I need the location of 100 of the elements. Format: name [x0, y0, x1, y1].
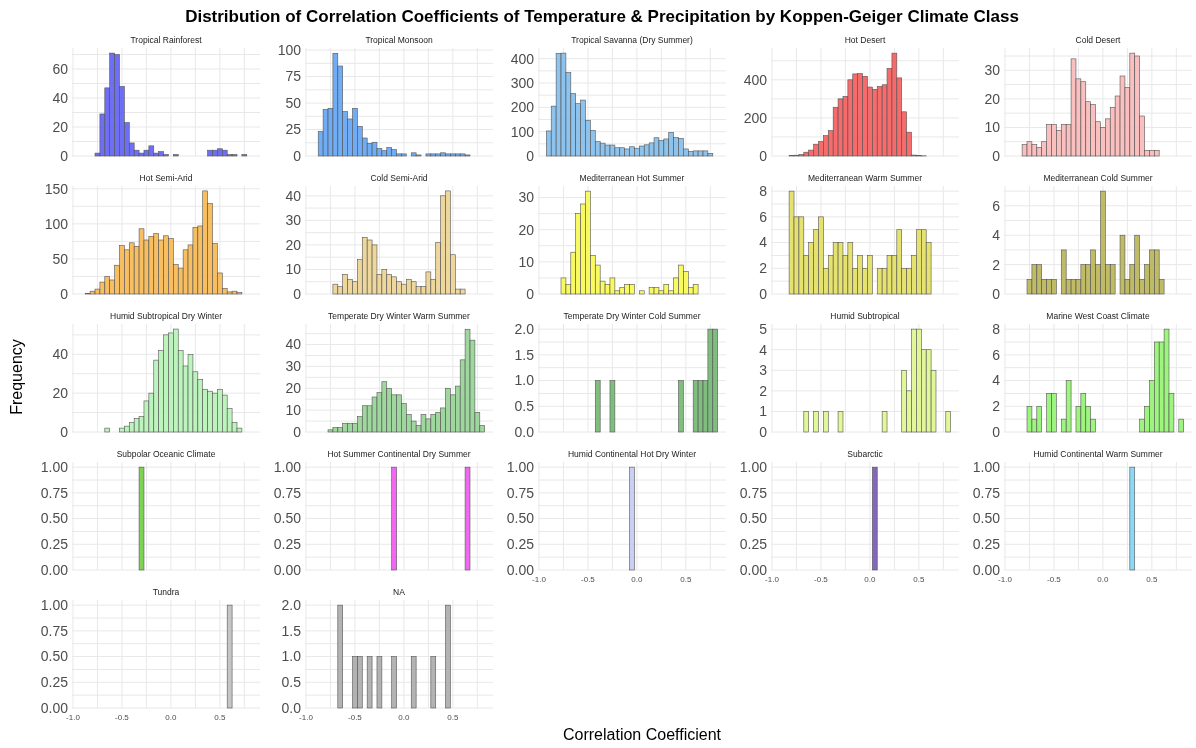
y-tick-label: 200	[510, 99, 535, 116]
y-tick-label: 5	[759, 321, 768, 338]
y-tick-label: 100	[44, 215, 69, 232]
y-tick-label: 20	[52, 385, 69, 402]
y-tick-label: 1.5	[514, 346, 535, 363]
y-tick-label: 0.25	[273, 536, 302, 553]
chart-title: Mediterranean Cold Summer	[1043, 173, 1153, 183]
y-tick-label: 0.75	[273, 484, 302, 501]
y-tick-label: 0	[526, 147, 535, 164]
y-tick-label: 150	[44, 180, 69, 197]
y-tick-label: 50	[285, 94, 302, 111]
x-tick-label: -0.5	[814, 575, 829, 584]
y-tick-label: 1.00	[506, 459, 535, 476]
chart-title: Tropical Rainforest	[130, 35, 203, 45]
y-tick-label: 40	[52, 346, 69, 363]
y-tick-label: 10	[984, 119, 1001, 136]
chart-title: NA	[393, 587, 406, 597]
chart-title: Tropical Monsoon	[365, 35, 433, 45]
x-tick-label: 0.0	[165, 713, 178, 722]
y-tick-label: 0.25	[506, 536, 535, 553]
y-tick-label: 0.00	[739, 561, 768, 578]
y-tick-label: 0.25	[739, 536, 768, 553]
y-tick-label: 0.50	[972, 510, 1001, 527]
y-tick-label: 2	[992, 256, 1001, 273]
chart-title: Temperate Dry Winter Cold Summer	[563, 311, 701, 321]
y-tick-label: 50	[52, 250, 69, 267]
y-tick-label: 1.00	[40, 459, 69, 476]
chart-title: Humid Subtropical Dry Winter	[110, 311, 223, 321]
y-tick-label: 0	[759, 423, 768, 440]
y-tick-label: 0	[293, 147, 302, 164]
y-tick-label: 1.0	[514, 372, 535, 389]
chart-title: Humid Continental Warm Summer	[1033, 449, 1163, 459]
y-tick-label: 1.00	[972, 459, 1001, 476]
y-tick-label: 0.00	[506, 561, 535, 578]
chart-title: Temperate Dry Winter Warm Summer	[328, 311, 471, 321]
chart-title: Subarctic	[847, 449, 884, 459]
y-tick-label: 1.00	[40, 597, 69, 614]
x-tick-label: 0.5	[1146, 575, 1158, 584]
x-tick-label: 0.0	[631, 575, 644, 584]
y-tick-label: 0.50	[739, 510, 768, 527]
y-tick-label: 4	[759, 234, 768, 251]
y-tick-label: 10	[285, 261, 302, 278]
y-tick-label: 0	[60, 423, 69, 440]
text: Distribution of Correlation Coefficients of Temperature & Precipitation by Koppen-Geiger Climate Class	[185, 7, 1019, 26]
y-tick-label: 1.00	[273, 459, 302, 476]
y-tick-label: 0	[992, 147, 1001, 164]
y-tick-label: 0.75	[40, 484, 69, 501]
y-tick-label: 400	[743, 71, 768, 88]
y-tick-label: 0.5	[281, 674, 302, 691]
chart-title: Humid Continental Hot Dry Winter	[567, 449, 697, 459]
y-tick-label: 0.00	[40, 699, 69, 716]
y-tick-label: 20	[285, 380, 302, 397]
y-tick-label: 100	[510, 123, 535, 140]
y-tick-label: 40	[285, 336, 302, 353]
x-tick-label: -1.0	[66, 713, 81, 722]
chart-title: Hot Summer Continental Dry Summer	[327, 449, 471, 459]
y-tick-label: 0	[293, 423, 302, 440]
y-tick-label: 100	[277, 42, 302, 59]
y-tick-label: 400	[510, 50, 535, 67]
y-tick-label: 0.25	[40, 536, 69, 553]
x-tick-label: 0.5	[447, 713, 459, 722]
y-tick-label: 0.50	[273, 510, 302, 527]
y-tick-label: 40	[285, 187, 302, 204]
y-tick-label: 20	[518, 221, 535, 238]
y-tick-label: 30	[285, 212, 302, 229]
y-tick-label: 25	[285, 121, 302, 138]
chart-title: Tropical Savanna (Dry Summer)	[571, 35, 693, 45]
y-tick-label: 2	[759, 382, 768, 399]
x-tick-label: -0.5	[581, 575, 596, 584]
y-tick-label: 0.00	[972, 561, 1001, 578]
y-tick-label: 30	[984, 62, 1001, 79]
y-tick-label: 0.50	[506, 510, 535, 527]
y-tick-label: 30	[285, 358, 302, 375]
x-tick-label: -1.0	[299, 713, 314, 722]
y-tick-label: 2	[992, 398, 1001, 415]
y-tick-label: 0	[60, 285, 69, 302]
y-tick-label: 0.0	[514, 423, 535, 440]
x-tick-label: 0.5	[214, 713, 226, 722]
y-tick-label: 6	[759, 208, 768, 225]
y-tick-label: 10	[518, 253, 535, 270]
y-tick-label: 0.5	[514, 398, 535, 415]
x-tick-label: -0.5	[115, 713, 130, 722]
y-tick-label: 6	[992, 346, 1001, 363]
y-tick-label: 2	[759, 260, 768, 277]
chart-title: Marine West Coast Climate	[1046, 311, 1150, 321]
y-tick-label: 4	[992, 227, 1001, 244]
y-tick-label: 2.0	[281, 597, 302, 614]
y-tick-label: 10	[285, 402, 302, 419]
chart-title: Hot Semi-Arid	[139, 173, 193, 183]
x-tick-label: 0.5	[913, 575, 925, 584]
y-tick-label: 8	[992, 321, 1001, 338]
y-tick-label: 1.00	[739, 459, 768, 476]
y-tick-label: 20	[52, 118, 69, 135]
y-tick-label: 60	[52, 60, 69, 77]
y-tick-label: 0	[60, 147, 69, 164]
y-tick-label: 0	[293, 285, 302, 302]
x-tick-label: -1.0	[998, 575, 1013, 584]
x-tick-label: -0.5	[348, 713, 363, 722]
y-tick-label: 0.75	[40, 622, 69, 639]
y-tick-label: 0	[759, 147, 768, 164]
